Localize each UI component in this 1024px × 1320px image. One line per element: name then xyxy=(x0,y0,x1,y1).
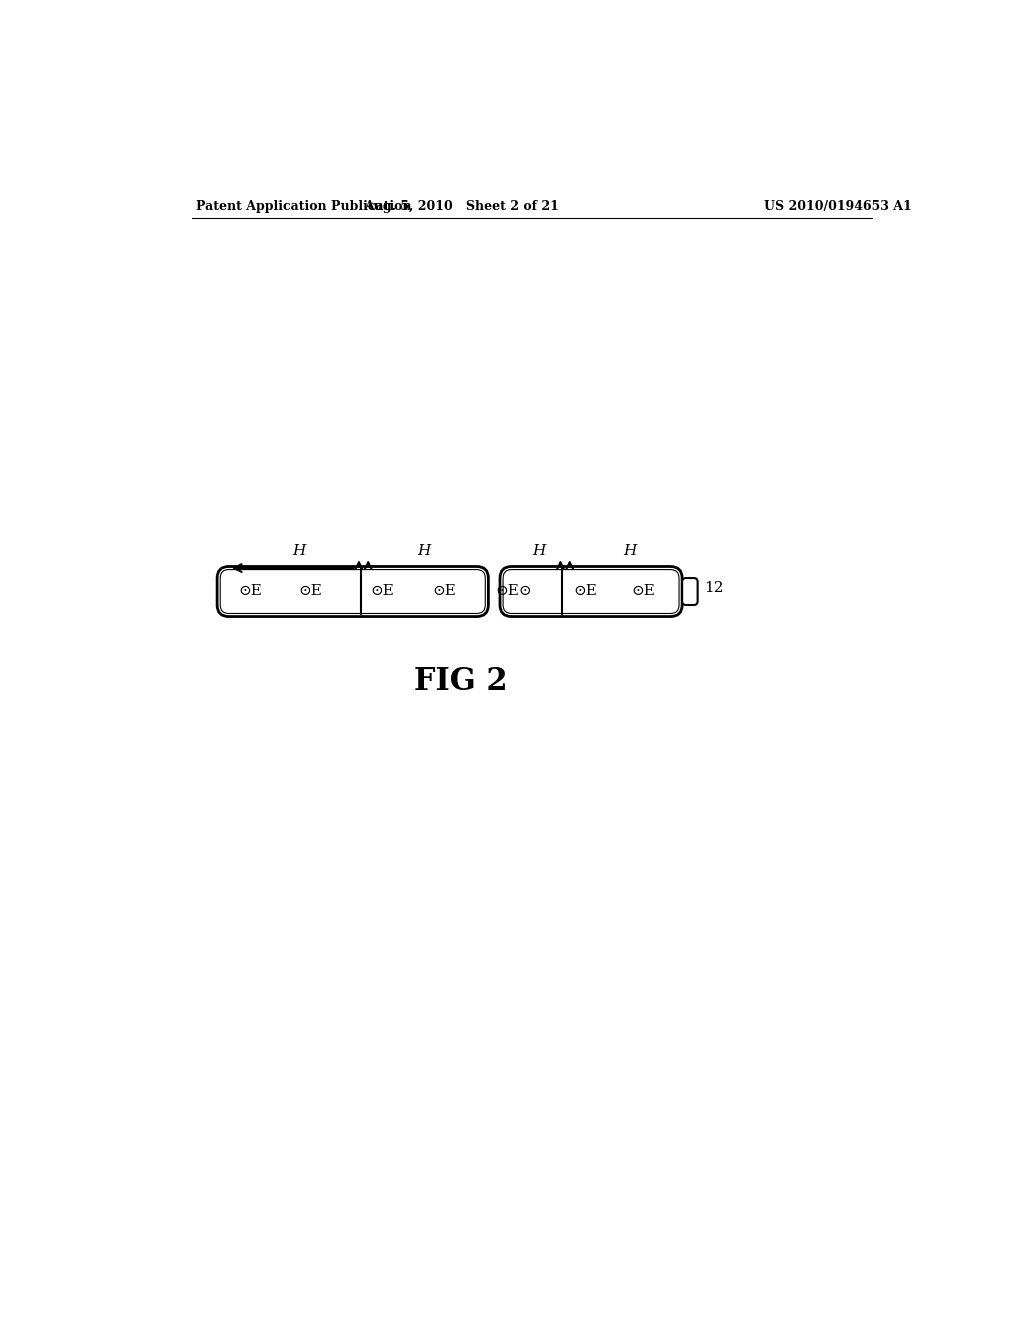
Text: ⊙E: ⊙E xyxy=(371,585,394,598)
FancyBboxPatch shape xyxy=(682,578,697,605)
Text: H: H xyxy=(418,544,431,558)
Text: ⊙E: ⊙E xyxy=(432,585,456,598)
Text: FIG 2: FIG 2 xyxy=(415,667,508,697)
FancyBboxPatch shape xyxy=(500,566,682,616)
Text: US 2010/0194653 A1: US 2010/0194653 A1 xyxy=(764,199,911,213)
Text: H: H xyxy=(292,544,305,558)
FancyBboxPatch shape xyxy=(217,566,488,616)
Text: Aug. 5, 2010   Sheet 2 of 21: Aug. 5, 2010 Sheet 2 of 21 xyxy=(364,199,559,213)
Text: ⊙E: ⊙E xyxy=(573,585,597,598)
Text: ⊙E: ⊙E xyxy=(632,585,655,598)
Text: 12: 12 xyxy=(703,581,723,595)
Text: H: H xyxy=(532,544,546,558)
Text: ⊙E: ⊙E xyxy=(239,585,262,598)
Text: ⊙E: ⊙E xyxy=(298,585,323,598)
Text: H: H xyxy=(624,544,637,558)
Text: ⊙E⊙: ⊙E⊙ xyxy=(496,585,532,598)
Text: Patent Application Publication: Patent Application Publication xyxy=(197,199,412,213)
